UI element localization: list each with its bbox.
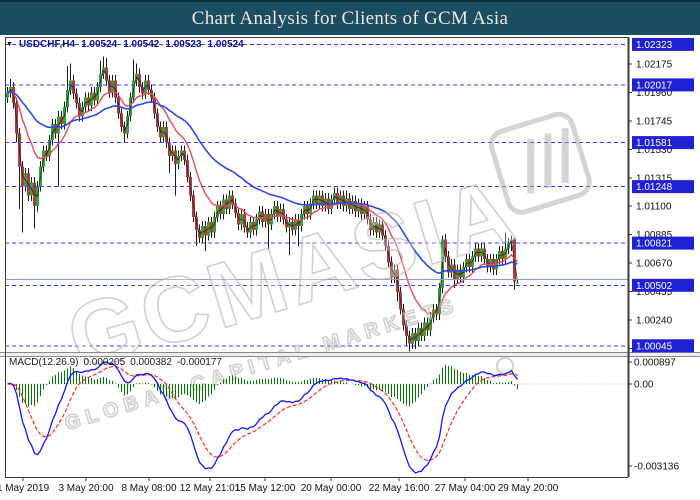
macd-main-value: 0.000205 xyxy=(83,357,126,368)
price-level-badge-label: 1.00821 xyxy=(636,239,673,250)
price-level-badge xyxy=(632,236,694,250)
macd-tick-label: 0.000897 xyxy=(634,358,676,369)
time-tick-label: 12 May 21:01 xyxy=(180,483,241,494)
price-tick-label: 1.00885 xyxy=(636,230,673,241)
title-text: Chart Analysis for Clients of GCM Asia xyxy=(191,7,509,29)
bull-candle xyxy=(516,282,519,284)
macd-title: MACD(12.26.9) xyxy=(9,357,79,368)
price-tick-label: 1.00455 xyxy=(636,287,673,298)
price-level-badge xyxy=(632,278,694,292)
price-tick-label: 1.01315 xyxy=(636,173,673,184)
price-level-badge-label: 1.00502 xyxy=(636,281,673,292)
close-value: 1.00524 xyxy=(207,39,244,50)
price-tick-label: 1.01530 xyxy=(636,145,673,156)
time-tick-label: 20 May 00:00 xyxy=(301,483,362,494)
price-tick-label: 1.01745 xyxy=(636,116,673,127)
price-level-badge-label: 1.02017 xyxy=(636,80,673,91)
price-level-badge xyxy=(632,339,694,353)
price-level-badge-label: 1.00045 xyxy=(636,341,673,352)
time-tick-label: 1 May 2019 xyxy=(0,483,50,494)
price-level-badge xyxy=(632,37,694,51)
dropdown-arrow-icon[interactable]: ▼ xyxy=(6,41,13,48)
chart-background xyxy=(0,33,700,500)
price-level-badge xyxy=(632,136,694,150)
symbol-period-label: USDCHF,H4 xyxy=(18,39,76,50)
price-tick-label: 1.00240 xyxy=(636,315,673,326)
time-tick-label: 29 May 20:00 xyxy=(498,483,559,494)
time-tick-label: 8 May 08:00 xyxy=(121,483,176,494)
macd-histogram-layer xyxy=(10,365,518,407)
time-tick-label: 27 May 04:00 xyxy=(435,483,496,494)
time-tick-label: 3 May 20:00 xyxy=(58,483,113,494)
price-level-badge-label: 1.02323 xyxy=(636,40,673,51)
macd-signal-line xyxy=(7,365,518,462)
price-level-badge-label: 1.01248 xyxy=(636,182,673,193)
panel-separator xyxy=(0,352,700,357)
title-bar: Chart Analysis for Clients of GCM Asia xyxy=(0,0,700,35)
ma-blue-line xyxy=(7,91,518,275)
macd-tick-label: -0.003136 xyxy=(634,462,679,473)
time-tick-label: 22 May 16:00 xyxy=(369,483,430,494)
price-level-badge-label: 1.01581 xyxy=(636,138,673,149)
open-value: 1.00524 xyxy=(81,39,118,50)
macd-signal-value: 0.000382 xyxy=(130,357,172,368)
ma-fast-black-line xyxy=(7,69,518,341)
price-tick-label: 1.01960 xyxy=(636,88,673,99)
macd-indicator-header: MACD(12.26.9) 0.000205 0.000382 -0.00017… xyxy=(9,357,222,368)
price-tick-label: 1.00670 xyxy=(636,259,673,270)
macd-osma-value: -0.000177 xyxy=(176,357,222,368)
bull-candle xyxy=(6,92,9,98)
price-level-badge xyxy=(632,180,694,194)
high-value: 1.00542 xyxy=(123,39,160,50)
macd-main-line xyxy=(7,361,519,474)
symbol-ohlc-header[interactable]: ▼ USDCHF,H4 1.00524 1.00542 1.00523 1.00… xyxy=(6,39,244,50)
ma-red-line xyxy=(7,90,519,315)
price-tick-label: 1.02175 xyxy=(636,60,673,71)
time-tick-label: 15 May 12:00 xyxy=(235,483,296,494)
macd-tick-label: 0.00 xyxy=(634,380,654,391)
low-value: 1.00523 xyxy=(165,39,202,50)
price-level-badge xyxy=(632,78,694,92)
price-tick-label: 1.01100 xyxy=(636,202,672,213)
